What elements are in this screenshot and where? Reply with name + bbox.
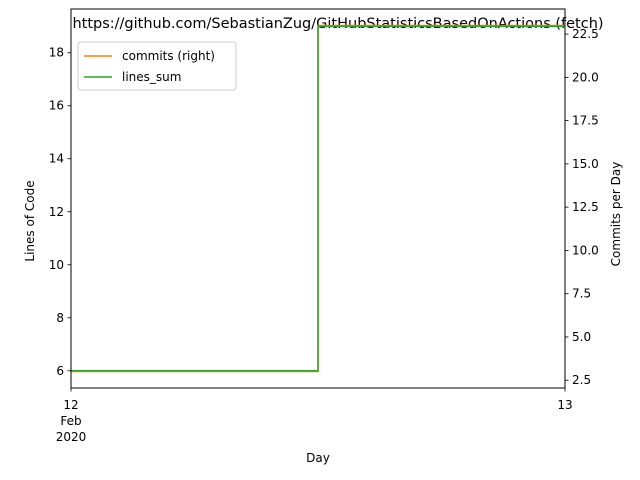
left-tick-label: 18 bbox=[49, 46, 64, 60]
right-tick-label: 2.5 bbox=[572, 373, 591, 387]
chart-title: https://github.com/SebastianZug/GitHubSt… bbox=[72, 16, 603, 32]
x-axis-label: Day bbox=[306, 451, 330, 465]
left-tick-label: 12 bbox=[49, 205, 64, 219]
axes-frame bbox=[70, 8, 566, 389]
legend: commits (right) lines_sum bbox=[77, 41, 237, 91]
x-tick-label: 13 bbox=[557, 398, 572, 412]
right-tick-label: 12.5 bbox=[572, 200, 599, 214]
right-tick-label: 15.0 bbox=[572, 157, 599, 171]
right-tick-label: 5.0 bbox=[572, 330, 591, 344]
legend-label-commits: commits (right) bbox=[122, 49, 215, 63]
left-tick-label: 6 bbox=[56, 364, 64, 378]
right-tick-label: 17.5 bbox=[572, 114, 599, 128]
legend-label-lines-sum: lines_sum bbox=[122, 70, 181, 84]
plot-area bbox=[71, 24, 565, 373]
left-axis-label: Lines of Code bbox=[23, 180, 37, 261]
right-tick-label: 20.0 bbox=[572, 70, 599, 84]
right-tick-label: 10.0 bbox=[572, 243, 599, 257]
right-tick-label: 7.5 bbox=[572, 287, 591, 301]
right-axis-label: Commits per Day bbox=[609, 162, 623, 267]
right-tick-label: 22.5 bbox=[572, 27, 599, 41]
right-axis: 2.5 5.0 7.5 10.0 12.5 15.0 17.5 20.0 22.5 bbox=[565, 27, 599, 387]
x-tick-label: 12 Feb 2020 bbox=[56, 398, 87, 444]
left-tick-label: 14 bbox=[49, 152, 64, 166]
x-axis: 12 Feb 2020 13 bbox=[56, 388, 573, 444]
legend-box bbox=[77, 41, 237, 91]
series-line-lines-sum bbox=[71, 25, 565, 372]
left-tick-label: 16 bbox=[49, 99, 64, 113]
left-tick-label: 10 bbox=[49, 258, 64, 272]
left-tick-label: 8 bbox=[56, 311, 64, 325]
left-axis: 6 8 10 12 14 16 18 bbox=[49, 46, 71, 378]
